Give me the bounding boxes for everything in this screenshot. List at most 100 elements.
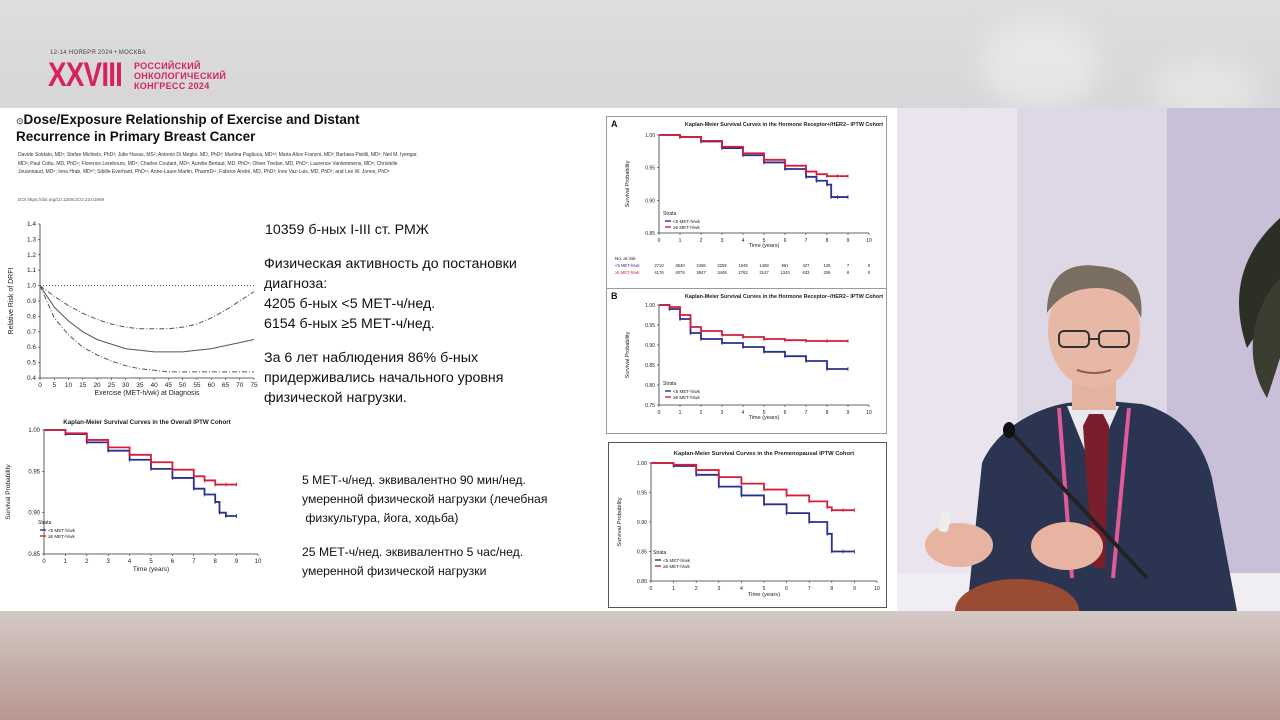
followup-line: физической нагрузки.: [264, 390, 407, 406]
y-tick-label: 0.95: [637, 491, 647, 497]
y-tick-label: 0.95: [645, 323, 655, 329]
x-axis-label: Time (years): [748, 592, 780, 598]
y-tick-label: 1.00: [637, 461, 647, 467]
x-axis-label: Exercise (MET-h/wk) at Diagnosis: [94, 390, 200, 397]
y-tick-label: 0.4: [27, 375, 36, 382]
risk-table-header: No. at risk: [615, 256, 636, 261]
legend-label: <5 MET-h/wk: [673, 389, 701, 394]
x-tick-label: 7: [808, 586, 811, 592]
risk-cell: 2406: [696, 263, 706, 268]
km-triple-negative-svg: 0 1 2 3 4 5 6 7 8 9 10 0.75 0.80 0.85 0.90 0.95 1.00 Time…: [611, 291, 883, 421]
x-tick-label: 45: [165, 382, 173, 389]
x-tick-label: 5: [763, 410, 766, 416]
risk-cell: 961: [782, 263, 790, 268]
x-tick-label: 4: [740, 586, 743, 592]
activity-line: диагноза:: [264, 276, 328, 292]
speaker-video: [897, 108, 1280, 611]
y-axis-label: Survival Probability: [625, 331, 631, 378]
x-tick-label: 0: [650, 586, 653, 592]
legend-title: Strata: [663, 211, 677, 217]
x-tick-label: 5: [763, 238, 766, 244]
x-tick-label: 3: [721, 410, 724, 416]
equivalence-text-1: 5 МЕТ-ч/нед. эквивалентно 90 мин/нед. ум…: [302, 471, 547, 528]
followup-line: придерживались начального уровня: [264, 370, 504, 386]
curve-line: [39, 285, 254, 373]
y-axis-label: Survival Probability: [625, 160, 631, 207]
x-tick-label: 7: [805, 410, 808, 416]
conference-dates: 12-14 НОЯБРЯ 2024 • МОСКВА: [50, 50, 146, 56]
km-premenopausal-chart: 0 1 2 3 4 5 6 7 8 9 10 0.80 0.85 0.90 0.95 1.00 Time (ye…: [608, 442, 887, 608]
equivalence-line: 25 МЕТ-ч/нед. эквивалентно 5 час/нед.: [302, 545, 524, 559]
curve-line: [39, 285, 255, 330]
risk-cell: 1468: [759, 263, 769, 268]
y-tick-label: 0.7: [27, 329, 36, 336]
y-tick-label: 0.90: [637, 520, 647, 526]
risk-row-label: ≥5 MET-h/wk: [615, 270, 640, 275]
risk-cell: 2259: [717, 263, 727, 268]
curve-line: [39, 285, 255, 353]
y-tick-label: 1.3: [27, 236, 36, 243]
y-tick-label: 0.95: [645, 166, 655, 172]
x-tick-label: 7: [805, 238, 808, 244]
panel-label: B: [611, 291, 618, 301]
x-tick-label: 10: [65, 382, 73, 389]
x-tick-label: 5: [763, 586, 766, 592]
x-tick-label: 50: [179, 382, 187, 389]
x-axis-label: Time (years): [133, 566, 169, 573]
risk-cell: 2147: [759, 270, 769, 275]
x-tick-label: 2: [700, 238, 703, 244]
followup-line: За 6 лет наблюдения 86% б-ных: [264, 350, 479, 366]
dose-response-svg: 0 5 10 15 20 25 30 35 40 45 50 55 60 65 70 75 0.4 0.5 0.6 0…: [8, 221, 258, 397]
risk-cell: 206: [824, 270, 832, 275]
y-tick-label: 0.5: [27, 360, 36, 367]
series-line-high-met: [651, 462, 855, 512]
y-tick-label: 0.90: [645, 343, 655, 349]
risk-cell: 633: [803, 270, 811, 275]
activity-line: Физическая активность до постановки: [264, 256, 517, 272]
km-overall-svg: 0 1 2 3 4 5 6 7 8 9 10 0.85 0.90 0.95 1.00 Time (years)…: [5, 419, 262, 573]
risk-cell: 0: [868, 263, 871, 268]
x-tick-label: 0: [42, 559, 46, 565]
x-tick-label: 70: [236, 382, 244, 389]
risk-cell: 8: [847, 270, 850, 275]
panel-label: A: [611, 119, 618, 129]
x-tick-label: 3: [717, 586, 720, 592]
x-axis-label: Time (years): [749, 415, 780, 421]
stage-lower-area: [0, 611, 1280, 720]
legend-label: ≥5 MET-h/wk: [663, 564, 690, 569]
x-tick-label: 3: [107, 559, 111, 565]
y-tick-label: 0.75: [645, 403, 655, 409]
x-tick-label: 55: [193, 382, 201, 389]
x-tick-label: 10: [874, 586, 880, 592]
dose-response-chart: 0 5 10 15 20 25 30 35 40 45 50 55 60 65 70 75 0.4 0.5 0.6 0…: [4, 216, 258, 402]
x-tick-label: 5: [52, 382, 56, 389]
y-axis-label: Survival Probability: [617, 497, 623, 546]
chart-title: Kaplan-Meier Survival Curves in the Over…: [63, 419, 230, 426]
equivalence-line: физкультура, йога, ходьба): [302, 511, 459, 525]
check-updates-icon: ⊙: [16, 116, 24, 126]
km-premenopausal-svg: 0 1 2 3 4 5 6 7 8 9 10 0.80 0.85 0.90 0.95 1.00 Time (ye…: [617, 451, 880, 598]
y-tick-label: 1.00: [645, 303, 655, 309]
conference-name: РОССИЙСКИЙ ОНКОЛОГИЧЕСКИЙ КОНГРЕСС 2024: [134, 61, 226, 91]
y-tick-label: 1.2: [27, 252, 36, 259]
y-tick-label: 0.85: [28, 552, 40, 558]
risk-cell: 125: [824, 263, 832, 268]
x-tick-label: 1: [672, 586, 675, 592]
presentation-slide: ⊙Dose/Exposure Relationship of Exercise …: [0, 108, 897, 611]
x-tick-label: 35: [136, 382, 144, 389]
series-line-low-met: [651, 462, 855, 553]
y-tick-label: 0.8: [27, 313, 36, 320]
x-tick-label: 10: [866, 410, 872, 416]
group-low-line: 4205 б-ных <5 МЕТ-ч/нед.: [264, 296, 436, 312]
x-tick-label: 0: [658, 238, 661, 244]
article-title-text: Dose/Exposure Relationship of Exercise a…: [16, 112, 360, 144]
x-tick-label: 7: [192, 559, 196, 565]
x-tick-label: 8: [830, 586, 833, 592]
x-tick-label: 65: [222, 382, 230, 389]
equivalence-text-2: 25 МЕТ-ч/нед. эквивалентно 5 час/нед. ум…: [302, 543, 523, 581]
risk-cell: 3847: [696, 270, 706, 275]
x-tick-label: 40: [151, 382, 159, 389]
km-overall-chart: 0 1 2 3 4 5 6 7 8 9 10 0.85 0.90 0.95 1.00 Time (years)…: [2, 414, 262, 582]
y-tick-label: 0.90: [28, 511, 40, 517]
x-tick-label: 60: [208, 382, 216, 389]
